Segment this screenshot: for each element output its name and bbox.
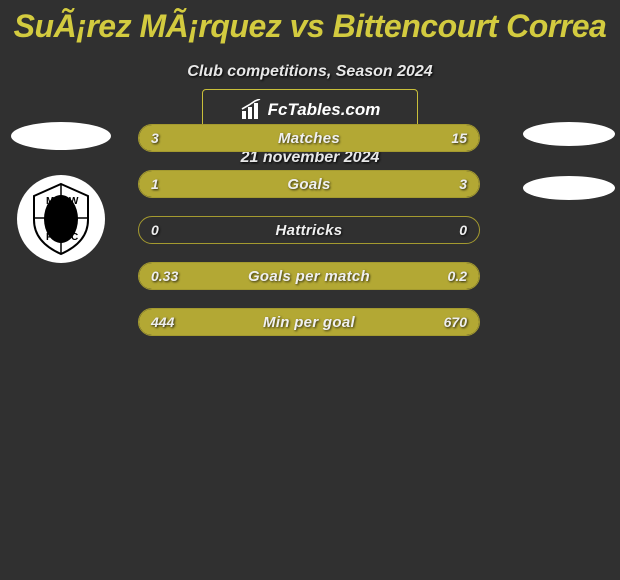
page-title: SuÃ¡rez MÃ¡rquez vs Bittencourt Correa [0,0,620,45]
brand-text: FcTables.com [268,100,381,120]
left-player-col: M W F C [6,122,116,263]
stat-row: 0.330.2Goals per match [138,262,480,290]
svg-text:W: W [69,196,79,207]
svg-text:C: C [71,232,78,243]
svg-text:M: M [46,196,54,207]
player-photo-placeholder [11,122,111,150]
stat-label: Hattricks [139,217,479,243]
subtitle: Club competitions, Season 2024 [0,63,620,81]
player-photo-placeholder [523,122,615,146]
stats-panel: 315Matches 13Goals 00Hattricks 0.330.2Goals… [138,124,480,354]
club-badge-placeholder [523,176,615,200]
brand-chart-icon [240,99,264,121]
stat-row: 13Goals [138,170,480,198]
svg-text:F: F [46,232,52,243]
stat-row: 444670Min per goal [138,308,480,336]
stat-label: Matches [139,125,479,151]
club-badge-icon: M W F C [22,180,100,258]
stat-row: 00Hattricks [138,216,480,244]
stat-label: Goals per match [139,263,479,289]
right-player-col [514,122,620,200]
stat-label: Min per goal [139,309,479,335]
club-badge: M W F C [17,175,105,263]
stat-label: Goals [139,171,479,197]
stat-row: 315Matches [138,124,480,152]
